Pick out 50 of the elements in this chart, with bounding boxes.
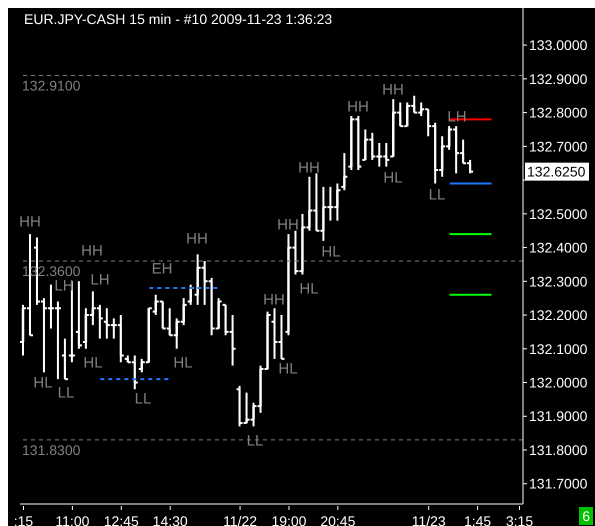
annotation: HL xyxy=(383,169,403,186)
x-tick-label: 12:45 xyxy=(104,513,140,526)
annotation: LL xyxy=(134,390,152,408)
annotation: HH xyxy=(263,291,285,308)
ref-line-label: 131.8300 xyxy=(22,442,81,458)
annotation: HL xyxy=(299,280,319,298)
annotation: HL xyxy=(321,243,341,260)
annotation: HL xyxy=(33,374,53,392)
x-tick-label: 14:30 xyxy=(152,513,188,526)
ref-line-label: 132.9100 xyxy=(22,77,81,94)
annotation: EH xyxy=(152,260,172,278)
y-tick-label: 132.0000 xyxy=(529,374,588,390)
y-tick-label: 132.9000 xyxy=(529,70,588,87)
x-tick-label: 11:00 xyxy=(55,513,90,526)
annotation: LH xyxy=(90,272,110,288)
y-tick-label: 132.2000 xyxy=(529,307,588,324)
annotation: HH xyxy=(19,214,41,231)
annotation: HH xyxy=(382,81,404,98)
x-tick-label: 20:45 xyxy=(320,513,356,526)
x-tick-label: 1:45 xyxy=(464,513,492,526)
y-tick-label: 131.7000 xyxy=(529,476,588,492)
y-tick-label: 131.9000 xyxy=(529,408,588,424)
annotation: HH xyxy=(347,98,369,116)
y-tick-label: 132.4000 xyxy=(529,240,588,256)
x-tick-label: :15 xyxy=(14,513,34,526)
text: 6 xyxy=(579,507,593,525)
annotation: HL xyxy=(173,354,193,372)
y-tick-label: 132.8000 xyxy=(529,104,588,121)
x-tick-label: 11/22 xyxy=(223,513,258,526)
annotation: HL xyxy=(83,354,103,372)
x-tick-label: 11/23 xyxy=(412,513,446,526)
candlestick xyxy=(148,307,150,364)
annotation: HH xyxy=(186,230,208,248)
annotation: LL xyxy=(428,186,446,204)
annotation: LL xyxy=(58,384,74,402)
y-tick-label: 132.1000 xyxy=(529,340,588,357)
annotation: HH xyxy=(81,242,103,260)
y-tick-label: 133.0000 xyxy=(529,37,588,54)
chart-title: EUR.JPY-CASH 15 min - #10 2009-11-23 1:36:23 xyxy=(24,11,332,27)
y-tick-label: 131.8000 xyxy=(529,442,588,458)
y-tick-label: 132.7000 xyxy=(529,138,588,154)
y-tick-label: 132.3000 xyxy=(529,273,588,290)
annotation: LL xyxy=(246,432,264,450)
annotation: HL xyxy=(278,360,298,378)
y-tick-label: 132.5000 xyxy=(529,206,588,222)
x-tick-label: 19:00 xyxy=(271,513,307,526)
annotation: HH xyxy=(277,216,299,234)
x-tick-label: 3:15 xyxy=(506,513,534,526)
annotation: HH xyxy=(298,160,320,177)
text: 132.6250 xyxy=(527,164,586,180)
